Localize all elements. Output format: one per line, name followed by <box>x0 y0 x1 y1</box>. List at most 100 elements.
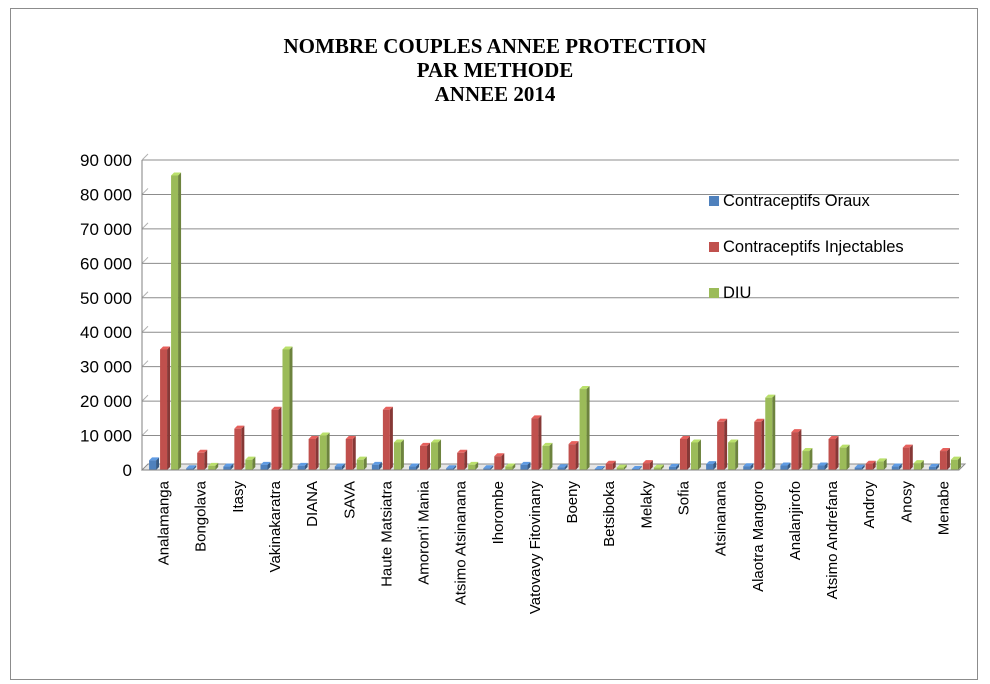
bar <box>457 449 468 470</box>
bar-front <box>308 439 316 470</box>
bar-side <box>861 464 865 470</box>
x-tick-label: Androy <box>861 481 878 529</box>
bar-side <box>957 456 961 470</box>
legend-swatch <box>709 196 719 206</box>
bar-side <box>846 444 850 470</box>
bar <box>557 464 568 470</box>
bar-top <box>431 439 442 443</box>
bar-side <box>193 465 197 470</box>
x-tick-label: Menabe <box>935 481 952 535</box>
bar-side <box>475 461 479 470</box>
bar-side <box>438 439 442 470</box>
bar-top <box>891 463 902 467</box>
bar <box>754 418 765 470</box>
bar-side <box>363 456 367 470</box>
bar-side <box>920 460 924 470</box>
bar-side <box>416 463 420 470</box>
bar-side <box>824 462 828 470</box>
bar <box>409 463 420 470</box>
bar <box>260 461 271 470</box>
bar-top <box>828 436 839 439</box>
bar <box>345 436 356 470</box>
bar-front <box>865 463 873 470</box>
bar <box>319 432 330 470</box>
bar <box>160 346 171 470</box>
bar-top <box>557 464 568 468</box>
bar-top <box>505 463 516 467</box>
bar-top <box>149 457 160 461</box>
legend-label: Contraceptifs Injectables <box>723 238 904 256</box>
bar-front <box>149 460 157 470</box>
bar-side <box>564 464 568 470</box>
legend-label: DIU <box>723 284 751 302</box>
bar-top <box>260 461 271 465</box>
legend-label: Contraceptifs Oraux <box>723 192 870 210</box>
bar <box>308 436 319 470</box>
bar-side <box>898 463 902 470</box>
bar <box>791 429 802 470</box>
bar-top <box>854 464 865 468</box>
bar-side <box>686 436 690 470</box>
bar-front <box>409 466 417 470</box>
bar-front <box>557 467 565 470</box>
gridline-depth <box>141 360 149 368</box>
bar-front <box>319 435 327 470</box>
bar-side <box>649 460 653 470</box>
bar-top <box>765 394 776 398</box>
bar-front <box>928 466 936 470</box>
x-tick-label: Analamanga <box>156 480 173 565</box>
bar-front <box>334 466 342 470</box>
bar-side <box>787 462 791 470</box>
bar-top <box>802 448 813 452</box>
x-tick-label: Amoron'i Mania <box>416 480 433 584</box>
bar <box>743 463 754 470</box>
bar-front <box>891 466 899 470</box>
bar-top <box>393 439 404 443</box>
bar-front <box>902 447 910 470</box>
bar-front <box>594 468 602 470</box>
gridline-depth <box>141 325 149 333</box>
bar-side <box>464 449 468 470</box>
x-tick-label: Analanjirofo <box>787 481 804 560</box>
bar-front <box>542 445 550 470</box>
bar <box>653 464 664 470</box>
bar-top <box>642 460 653 464</box>
bar-side <box>946 448 950 470</box>
bar-top <box>356 456 367 460</box>
gridline-depth <box>141 291 149 299</box>
bar-side <box>772 394 776 470</box>
bar-top <box>728 439 739 443</box>
bar-front <box>197 452 205 470</box>
bar-top <box>939 448 950 452</box>
bar-front <box>605 463 613 470</box>
bar-top <box>234 425 245 429</box>
bar-side <box>883 458 887 470</box>
bar-side <box>215 462 219 470</box>
bar-side <box>761 418 765 470</box>
bar <box>568 441 579 470</box>
bar <box>271 406 282 470</box>
bar <box>780 462 791 470</box>
bar-front <box>186 468 194 470</box>
bar-top <box>319 432 330 436</box>
bar-front <box>791 432 799 470</box>
bar <box>690 439 701 470</box>
bar-front <box>854 467 862 470</box>
y-tick-label: 20 000 <box>80 392 132 411</box>
bar-side <box>278 406 282 470</box>
bar <box>765 394 776 470</box>
bar-front <box>828 439 836 470</box>
bar-front <box>345 439 353 470</box>
bar-front <box>690 442 698 470</box>
legend-entry: Contraceptifs Injectables <box>709 238 904 256</box>
bar-front <box>679 439 687 470</box>
bar <box>902 444 913 470</box>
bar-front <box>160 349 168 470</box>
bar-side <box>512 463 516 470</box>
bar <box>605 460 616 470</box>
bar <box>668 463 679 470</box>
bar-front <box>260 464 268 470</box>
bar-top <box>950 456 961 460</box>
bar-top <box>345 436 356 439</box>
x-tick-label: Vakinakaratra <box>267 480 284 572</box>
